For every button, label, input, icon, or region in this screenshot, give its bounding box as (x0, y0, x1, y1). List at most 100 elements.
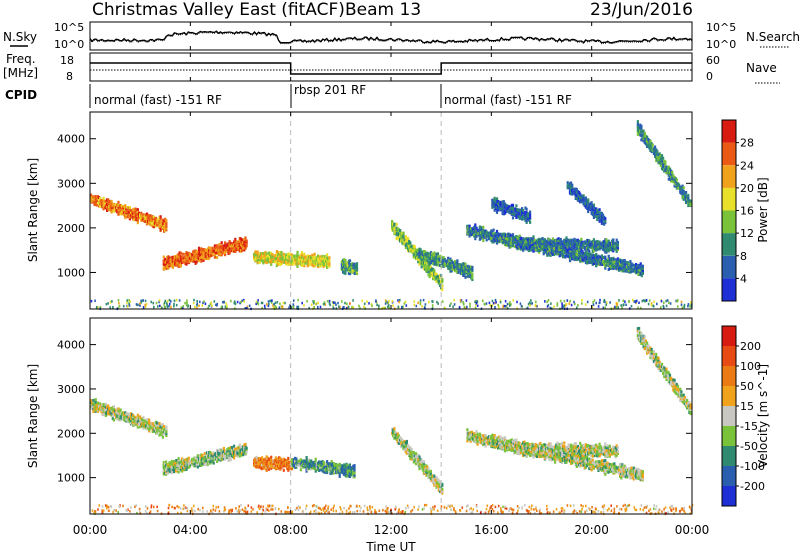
heatmap-cell (283, 302, 285, 305)
heatmap-cell (344, 302, 346, 305)
heatmap-cell (593, 304, 595, 307)
heatmap-cell (640, 138, 642, 141)
heatmap-cell (280, 458, 282, 461)
heatmap-cell (577, 304, 579, 307)
heatmap-cell (505, 305, 507, 308)
heatmap-cell (464, 276, 466, 279)
heatmap-cell (685, 191, 687, 194)
heatmap-cell (644, 132, 646, 135)
heatmap-cell (662, 157, 664, 160)
heatmap-cell (129, 300, 131, 303)
heatmap-cell (352, 299, 354, 302)
heatmap-cell (179, 299, 181, 302)
heatmap-cell (396, 223, 398, 226)
heatmap-cell (681, 301, 683, 304)
heatmap-cell (683, 186, 685, 189)
heatmap-cell (560, 300, 562, 303)
heatmap-cell (137, 219, 139, 222)
heatmap-cell (450, 302, 452, 305)
heatmap-cell (666, 305, 668, 308)
heatmap-cell (388, 304, 390, 307)
heatmap-cell (585, 197, 587, 200)
heatmap-cell (137, 414, 139, 417)
heatmap-cell (209, 460, 211, 463)
heatmap-cell (91, 300, 93, 303)
chart-title: Christmas Valley East (fitACF) (92, 0, 345, 20)
heatmap-cell (194, 306, 196, 309)
heatmap-cell (139, 302, 141, 305)
heatmap-cell (284, 302, 286, 305)
heatmap-cell (243, 300, 245, 303)
heatmap-cell (244, 236, 246, 239)
heatmap-cell (92, 399, 94, 402)
heatmap-cell (343, 306, 345, 309)
heatmap-cell (599, 299, 601, 302)
heatmap-cell (196, 303, 198, 306)
heatmap-cell (95, 195, 97, 198)
heatmap-cell (414, 304, 416, 307)
heatmap-cell (259, 261, 261, 264)
heatmap-cell (241, 249, 243, 252)
heatmap-cell (226, 305, 228, 308)
heatmap-cell (591, 201, 593, 204)
heatmap-cell (165, 219, 167, 222)
colorbar-tick-label: 24 (740, 159, 754, 172)
heatmap-cell (513, 299, 515, 302)
heatmap-cell (198, 247, 200, 250)
heatmap-cell (670, 302, 672, 305)
heatmap-cell (160, 215, 162, 218)
cpid-segment-3: normal (fast) -151 RF (444, 93, 572, 107)
heatmap-cell (103, 197, 105, 200)
heatmap-cell (676, 179, 678, 182)
heatmap-cell (421, 305, 423, 308)
heatmap-cell (298, 306, 300, 309)
colorbar-segment (722, 165, 736, 188)
heatmap-cell (416, 305, 418, 308)
heatmap-cell (612, 238, 614, 241)
heatmap-cell (587, 198, 589, 201)
heatmap-cell (156, 422, 158, 425)
heatmap-cell (677, 305, 679, 308)
freq-unit-label: [MHz] (3, 66, 38, 80)
heatmap-cell (649, 299, 651, 302)
heatmap-cell (426, 259, 428, 262)
heatmap-cell (433, 269, 435, 272)
heatmap-cell (197, 454, 199, 457)
heatmap-cell (471, 266, 473, 269)
heatmap-cell (197, 466, 199, 469)
heatmap-cell (297, 299, 299, 302)
heatmap-cell (624, 300, 626, 303)
heatmap-cell (255, 456, 257, 459)
heatmap-cell (454, 303, 456, 306)
heatmap-cell (246, 451, 248, 454)
heatmap-cell (142, 416, 144, 419)
heatmap-cell (337, 302, 339, 305)
heatmap-cell (193, 299, 195, 302)
heatmap-cell (168, 305, 170, 308)
heatmap-cell (361, 300, 363, 303)
heatmap-cell (279, 306, 281, 309)
heatmap-cell (353, 306, 355, 309)
heatmap-cell (668, 302, 670, 305)
heatmap-cell (97, 402, 99, 405)
heatmap-cell (173, 305, 175, 308)
heatmap-cell (548, 299, 550, 302)
heatmap-cell (605, 303, 607, 306)
heatmap-cell (469, 303, 471, 306)
heatmap-cell (489, 302, 491, 305)
heatmap-cell (296, 265, 298, 268)
heatmap-cell (227, 459, 229, 462)
heatmap-cell (124, 204, 126, 207)
heatmap-cell (240, 301, 242, 304)
heatmap-cell (580, 238, 582, 241)
heatmap-cell (489, 304, 491, 307)
heatmap-cell (182, 253, 184, 256)
heatmap-cell (442, 300, 444, 303)
heatmap-cell (283, 469, 285, 472)
heatmap-cell (509, 304, 511, 307)
heatmap-cell (279, 303, 281, 306)
heatmap-cell (113, 405, 115, 408)
heatmap-cell (215, 304, 217, 307)
power-colorbar-label: Power [dB] (756, 177, 770, 242)
